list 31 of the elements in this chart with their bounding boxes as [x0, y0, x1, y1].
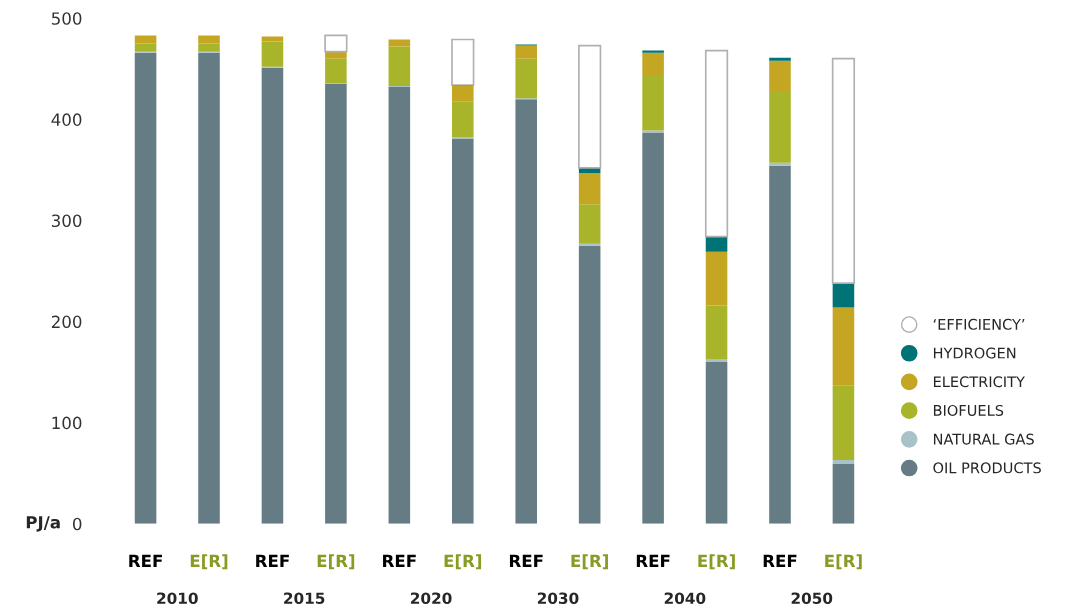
text: 2015 [284, 592, 325, 604]
x-tick-label: E[R] [825, 554, 862, 570]
legend-label: NATURAL GAS [933, 433, 1034, 445]
text: 2040 [664, 592, 706, 604]
text: 2010 [157, 592, 198, 604]
x-tick-label: E[R] [190, 554, 228, 570]
x-tick-label: REF [256, 554, 289, 567]
y-tick-label: 300 [51, 214, 82, 228]
y-tick-label: 100 [52, 416, 82, 430]
x-tick-label: E[R] [444, 554, 482, 570]
legend-label: BIOFUELS [933, 404, 1004, 416]
y-tick-label: 200 [51, 315, 82, 329]
legend-label: HYDROGEN [933, 347, 1016, 359]
x-tick-label: REF [763, 554, 797, 567]
y-axis-title: PJ/a [26, 516, 60, 532]
x-tick-label: E[R] [698, 554, 735, 570]
x-tick-label: E[R] [317, 554, 355, 570]
y-tick-label: 500 [51, 12, 82, 25]
legend-label: ‘EFFICIENCY’ [933, 318, 1025, 330]
x-tick-label: REF [509, 554, 543, 567]
x-tick-label: REF [129, 554, 162, 567]
y-tick-label: 400 [51, 113, 82, 126]
x-tick-label: REF [636, 554, 670, 567]
legend-label: ELECTRICITY [933, 376, 1025, 388]
y-tick-label: 0 [72, 517, 82, 531]
text: 2030 [537, 592, 579, 604]
legend-label: OIL PRODUCTS [933, 462, 1041, 474]
x-tick-label: E[R] [571, 554, 608, 570]
text: 2050 [791, 592, 833, 604]
text: 2020 [411, 592, 452, 604]
x-tick-label: REF [383, 554, 416, 567]
